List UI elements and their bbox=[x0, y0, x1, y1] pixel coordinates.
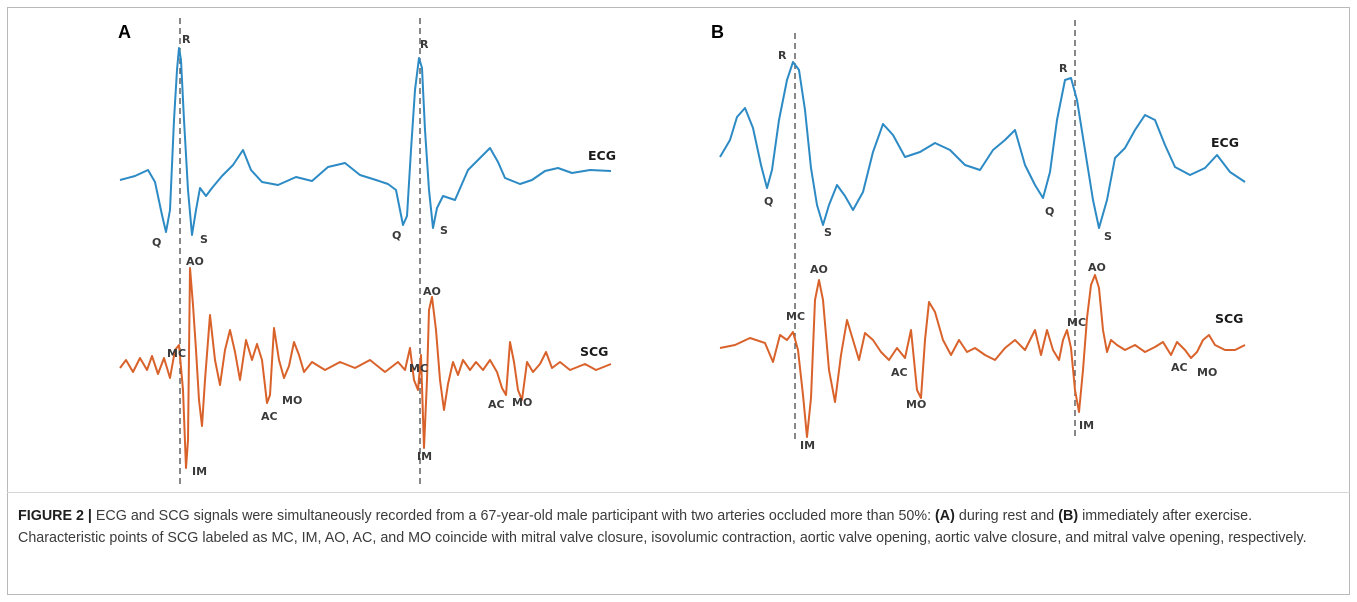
q-point-label: Q bbox=[392, 229, 401, 242]
caption-text-1: ECG and SCG signals were simultaneously … bbox=[91, 508, 936, 524]
s-point-label: S bbox=[1104, 230, 1112, 243]
im-point-label: IM bbox=[192, 465, 207, 478]
ecg-trace-b bbox=[719, 61, 1246, 229]
ac-point-label: AC bbox=[891, 366, 908, 379]
im-point-label: IM bbox=[800, 439, 815, 452]
ac-point-label: AC bbox=[261, 410, 278, 423]
r-point-label: R bbox=[420, 38, 429, 51]
ao-point-label: AO bbox=[423, 285, 441, 298]
ecg-label-a: ECG bbox=[588, 148, 616, 163]
caption-ref-b: (B) bbox=[1058, 508, 1079, 524]
caption-text-2: during rest and bbox=[954, 508, 1059, 524]
q-point-label: Q bbox=[152, 236, 161, 249]
ac-point-label: AC bbox=[488, 398, 505, 411]
im-point-label: IM bbox=[417, 450, 432, 463]
s-point-label: S bbox=[440, 224, 448, 237]
s-point-label: S bbox=[200, 233, 208, 246]
scg-label-b: SCG bbox=[1215, 311, 1243, 326]
mc-point-label: MC bbox=[1067, 316, 1086, 329]
ecg-trace-a bbox=[119, 47, 612, 236]
scg-trace-a bbox=[119, 267, 612, 469]
mc-point-label: MC bbox=[786, 310, 805, 323]
mo-point-label: MO bbox=[282, 394, 302, 407]
figure-frame bbox=[7, 7, 1350, 595]
scg-trace-b bbox=[719, 274, 1246, 438]
q-point-label: Q bbox=[764, 195, 773, 208]
r-point-label: R bbox=[182, 33, 191, 46]
panel-a: A ECG SCG R Q S AO MC IM AC MO R Q S AO … bbox=[118, 18, 616, 484]
r-point-label: R bbox=[778, 49, 787, 62]
r-point-label: R bbox=[1059, 62, 1068, 75]
im-point-label: IM bbox=[1079, 419, 1094, 432]
caption-text-3: immediately after exercise. Characterist… bbox=[18, 508, 1307, 546]
caption-divider bbox=[7, 492, 1350, 493]
ac-point-label: AC bbox=[1171, 361, 1188, 374]
figure-caption: FIGURE 2 | ECG and SCG signals were simu… bbox=[18, 505, 1338, 549]
mc-point-label: MC bbox=[167, 347, 186, 360]
ao-point-label: AO bbox=[186, 255, 204, 268]
panel-b-letter: B bbox=[711, 22, 724, 42]
s-point-label: S bbox=[824, 226, 832, 239]
ao-point-label: AO bbox=[1088, 261, 1106, 274]
mo-point-label: MO bbox=[1197, 366, 1217, 379]
mo-point-label: MO bbox=[512, 396, 532, 409]
ao-point-label: AO bbox=[810, 263, 828, 276]
mc-point-label: MC bbox=[409, 362, 428, 375]
q-point-label: Q bbox=[1045, 205, 1054, 218]
ecg-label-b: ECG bbox=[1211, 135, 1239, 150]
caption-ref-a: (A) bbox=[935, 508, 955, 524]
mo-point-label: MO bbox=[906, 398, 926, 411]
panel-b: B ECG SCG R Q S AO MC IM AC MO R Q S AO … bbox=[711, 20, 1246, 452]
figure-number: FIGURE 2 | bbox=[18, 508, 92, 524]
scg-label-a: SCG bbox=[580, 344, 608, 359]
panel-a-letter: A bbox=[118, 22, 131, 42]
